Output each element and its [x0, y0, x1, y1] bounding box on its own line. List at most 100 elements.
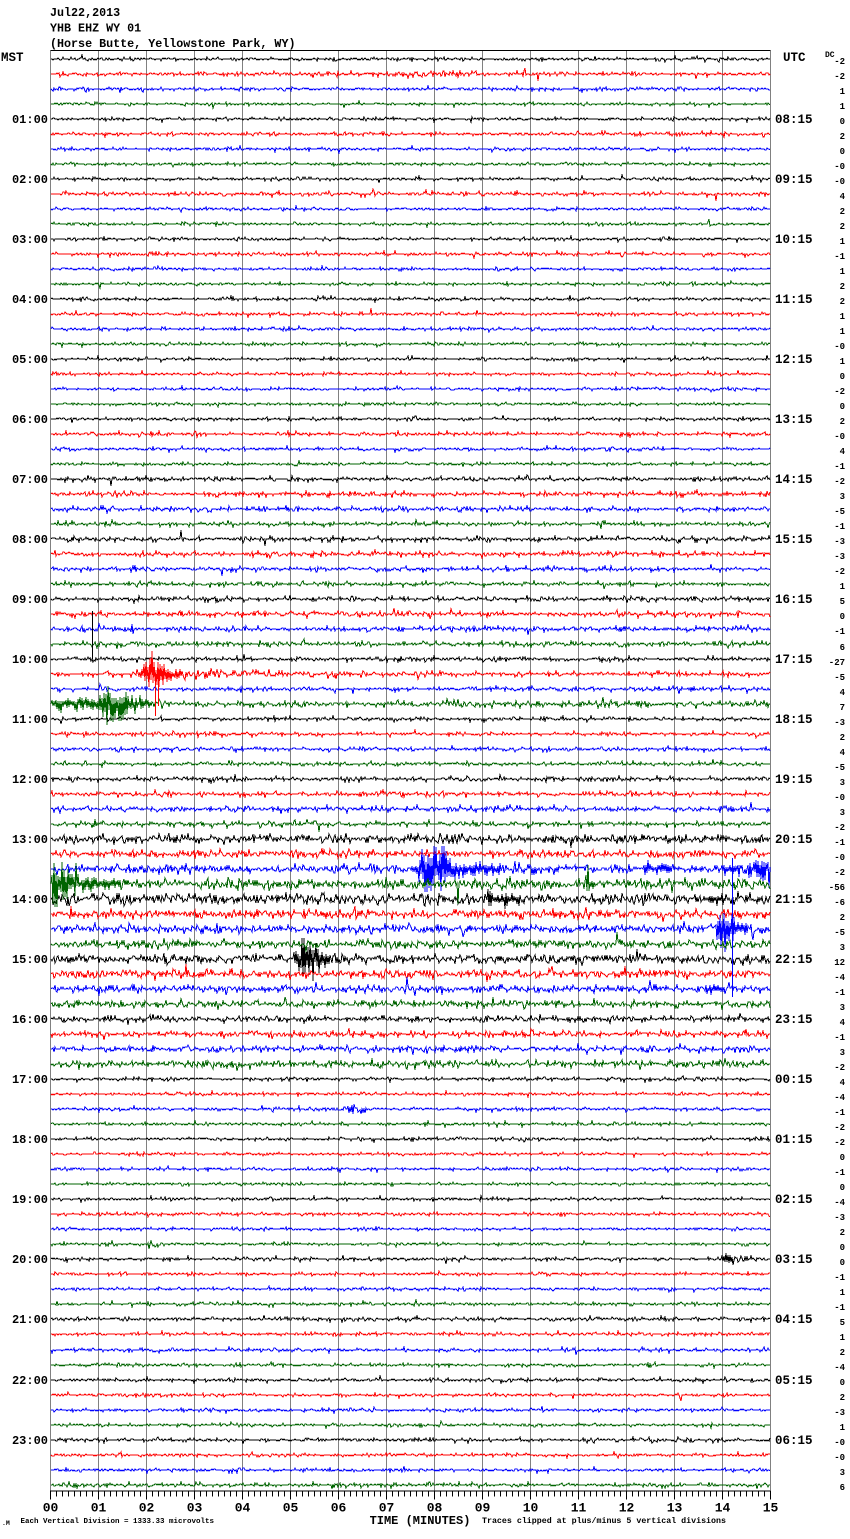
svg-text:16:00: 16:00	[12, 1013, 48, 1027]
svg-text:00: 00	[43, 1501, 59, 1516]
svg-text:21:15: 21:15	[775, 893, 813, 907]
svg-text:-27: -27	[829, 658, 845, 668]
svg-text:18:15: 18:15	[775, 713, 813, 727]
svg-text:01: 01	[91, 1501, 107, 1516]
svg-text:14: 14	[715, 1501, 731, 1516]
svg-text:1: 1	[840, 102, 846, 112]
svg-text:0: 0	[840, 1183, 845, 1193]
svg-text:09:00: 09:00	[12, 593, 48, 607]
svg-text:13: 13	[667, 1501, 683, 1516]
svg-text:-2: -2	[834, 57, 845, 67]
svg-text:1: 1	[840, 1288, 846, 1298]
svg-text:12:00: 12:00	[12, 773, 48, 787]
svg-text:-0: -0	[834, 1438, 845, 1448]
svg-text:MST: MST	[1, 51, 24, 65]
svg-text:01:00: 01:00	[12, 113, 48, 127]
svg-text:2: 2	[840, 913, 845, 923]
svg-text:-0: -0	[834, 342, 845, 352]
svg-text:-1: -1	[834, 462, 845, 472]
svg-text:00:15: 00:15	[775, 1073, 813, 1087]
svg-text:-5: -5	[834, 928, 845, 938]
svg-text:0: 0	[840, 1258, 845, 1268]
svg-text:-1: -1	[834, 1168, 845, 1178]
svg-text:-3: -3	[834, 552, 845, 562]
svg-text:-2: -2	[834, 567, 845, 577]
svg-text:-1: -1	[834, 522, 845, 532]
svg-text:-0: -0	[834, 162, 845, 172]
svg-text:-1: -1	[834, 252, 845, 262]
svg-text:6: 6	[840, 1483, 845, 1493]
svg-text:06:00: 06:00	[12, 413, 48, 427]
svg-text:06:15: 06:15	[775, 1434, 813, 1448]
svg-text:1: 1	[840, 1333, 846, 1343]
svg-text:0: 0	[840, 117, 845, 127]
svg-text:2: 2	[840, 1393, 845, 1403]
svg-text:2: 2	[840, 297, 845, 307]
svg-text:13:00: 13:00	[12, 833, 48, 847]
svg-text:TIME (MINUTES): TIME (MINUTES)	[370, 1514, 471, 1528]
svg-text:-1: -1	[834, 1033, 845, 1043]
svg-text:13:15: 13:15	[775, 413, 813, 427]
svg-text:0: 0	[840, 402, 845, 412]
svg-text:-1: -1	[834, 1303, 845, 1313]
svg-text:19:15: 19:15	[775, 773, 813, 787]
svg-text:3: 3	[840, 808, 845, 818]
svg-text:YHB EHZ WY 01: YHB EHZ WY 01	[50, 22, 141, 36]
svg-text:-3: -3	[834, 537, 845, 547]
svg-text:17:00: 17:00	[12, 1073, 48, 1087]
svg-text:3: 3	[840, 492, 845, 502]
svg-text:0: 0	[840, 1243, 845, 1253]
svg-text:2: 2	[840, 417, 845, 427]
svg-text:3: 3	[840, 778, 845, 788]
svg-text:-2: -2	[834, 823, 845, 833]
svg-text:-0: -0	[834, 1453, 845, 1463]
svg-text:08: 08	[427, 1501, 443, 1516]
svg-text:-2: -2	[834, 1138, 845, 1148]
svg-text:-2: -2	[834, 72, 845, 82]
svg-text:02: 02	[139, 1501, 155, 1516]
svg-text:UTC: UTC	[783, 51, 806, 65]
svg-text:-1: -1	[834, 1273, 845, 1283]
svg-text:01:15: 01:15	[775, 1133, 813, 1147]
svg-text:18:00: 18:00	[12, 1133, 48, 1147]
svg-text:Each Vertical Division = 1333.: Each Vertical Division = 1333.33 microvo…	[21, 1518, 215, 1526]
svg-text:03: 03	[187, 1501, 203, 1516]
svg-text:-56: -56	[829, 883, 845, 893]
svg-text:15:15: 15:15	[775, 533, 813, 547]
svg-text:-2: -2	[834, 1063, 845, 1073]
svg-text:DC: DC	[825, 51, 835, 60]
svg-text:11:15: 11:15	[775, 293, 813, 307]
svg-text:3: 3	[840, 1468, 845, 1478]
svg-text:07: 07	[379, 1501, 395, 1516]
svg-text:-3: -3	[834, 718, 845, 728]
svg-text:1: 1	[840, 357, 846, 367]
svg-text:14:00: 14:00	[12, 893, 48, 907]
svg-text:-4: -4	[834, 1198, 845, 1208]
svg-text:10:00: 10:00	[12, 653, 48, 667]
svg-text:-0: -0	[834, 177, 845, 187]
svg-text:04:00: 04:00	[12, 293, 48, 307]
svg-text:12: 12	[619, 1501, 635, 1516]
svg-text:5: 5	[840, 1318, 845, 1328]
svg-text:20:15: 20:15	[775, 833, 813, 847]
svg-text:.M: .M	[2, 1520, 10, 1527]
svg-text:15:00: 15:00	[12, 953, 48, 967]
svg-text:05:15: 05:15	[775, 1374, 813, 1388]
svg-text:03:15: 03:15	[775, 1253, 813, 1267]
svg-text:2: 2	[840, 1228, 845, 1238]
svg-text:04:15: 04:15	[775, 1313, 813, 1327]
svg-text:12: 12	[834, 958, 845, 968]
svg-text:-0: -0	[834, 853, 845, 863]
svg-text:2: 2	[840, 282, 845, 292]
svg-text:2: 2	[840, 733, 845, 743]
svg-text:1: 1	[840, 327, 846, 337]
svg-text:0: 0	[840, 612, 845, 622]
svg-text:2: 2	[840, 207, 845, 217]
svg-text:7: 7	[840, 703, 845, 713]
svg-text:1: 1	[840, 582, 846, 592]
svg-text:21:00: 21:00	[12, 1313, 48, 1327]
svg-text:-2: -2	[834, 477, 845, 487]
svg-text:22:00: 22:00	[12, 1374, 48, 1388]
svg-text:1: 1	[840, 267, 846, 277]
svg-text:-1: -1	[834, 988, 845, 998]
